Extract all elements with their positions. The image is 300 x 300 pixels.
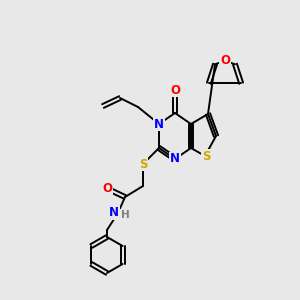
Text: N: N (170, 152, 180, 166)
Text: H: H (121, 210, 129, 220)
Text: N: N (109, 206, 119, 220)
Text: N: N (154, 118, 164, 130)
Text: O: O (220, 55, 230, 68)
Text: S: S (202, 149, 210, 163)
Text: O: O (102, 182, 112, 196)
Text: S: S (139, 158, 147, 170)
Text: O: O (170, 83, 180, 97)
